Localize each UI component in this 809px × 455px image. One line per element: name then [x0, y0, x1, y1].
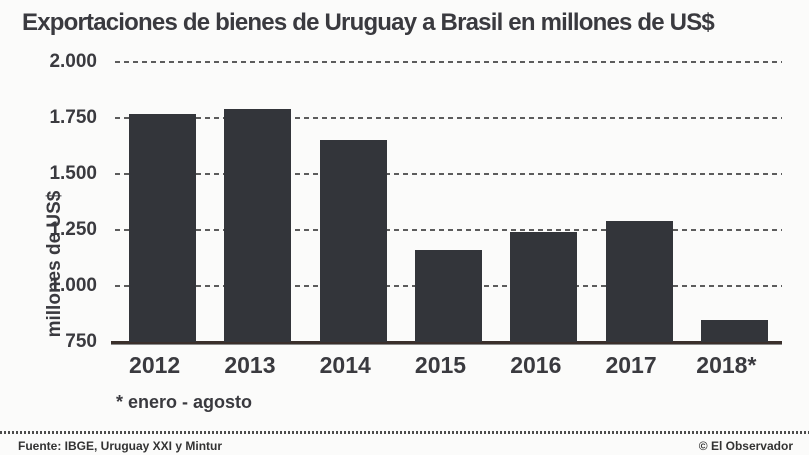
gridline-1250 [115, 229, 782, 231]
x-tick-label-2013: 2013 [224, 352, 276, 378]
chart-title: Exportaciones de bienes de Uruguay a Bra… [22, 9, 715, 36]
x-tick-label-2017: 2017 [605, 352, 657, 378]
x-tick-label-2018: 2018* [696, 352, 757, 378]
footer-divider [0, 431, 809, 434]
bar-2015 [415, 250, 482, 342]
bar-2014 [319, 140, 387, 342]
x-axis-baseline [111, 341, 782, 344]
gridline-1500 [115, 173, 782, 175]
x-tick-label-2012: 2012 [129, 352, 181, 378]
plot-area: millones de US$ [44, 61, 782, 344]
y-axis-title: millones de US$ [44, 190, 65, 338]
gridline-1750 [115, 117, 782, 119]
gridline-2000 [115, 61, 782, 63]
y-tick-label-1500: 1.500 [49, 163, 97, 184]
bar-2012 [129, 113, 197, 342]
bar-2016 [510, 232, 578, 342]
x-tick-label-2016: 2016 [510, 352, 562, 378]
y-tick-label-2000: 2.000 [49, 51, 97, 72]
y-tick-label-1750: 1.750 [49, 107, 97, 128]
y-tick-label-1000: 1.000 [49, 275, 97, 296]
footnote: * enero - agosto [116, 392, 253, 412]
footer-credit: © El Observador [698, 439, 793, 453]
y-tick-label-750: 750 [65, 331, 97, 352]
bar-2013 [224, 109, 292, 342]
bar-2017 [605, 221, 673, 342]
footer-source: Fuente: IBGE, Uruguay XXI y Mintur [18, 439, 223, 453]
x-tick-label-2015: 2015 [414, 352, 467, 378]
bar-2018 [700, 319, 768, 342]
y-tick-label-1250: 1.250 [49, 219, 97, 240]
x-tick-label-2014: 2014 [319, 352, 371, 378]
